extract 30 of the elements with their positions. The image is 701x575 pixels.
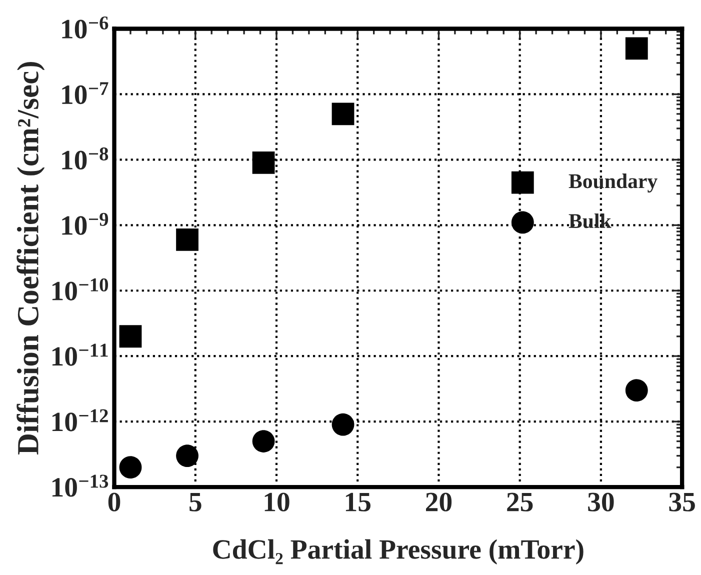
y-tick-label: 10$^{−11}$ bbox=[52, 344, 108, 366]
point bbox=[176, 444, 198, 467]
y-tick-label: 10$^{−12}$ bbox=[52, 409, 108, 432]
x-tick-label: 5 bbox=[190, 492, 202, 512]
x-tick-label: 25 bbox=[507, 492, 533, 512]
x-tick-label: 30 bbox=[588, 492, 614, 512]
point bbox=[176, 228, 198, 251]
y-tick-label: 10$^{−13}$ bbox=[52, 474, 108, 497]
y-tick-label: 10$^{−7}$ bbox=[62, 82, 108, 104]
y-tick-label: 10$^{−8}$ bbox=[62, 147, 108, 170]
point bbox=[332, 413, 354, 436]
y-tick-label: 10$^{−6}$ bbox=[62, 16, 108, 39]
x-axis-title: CdCl₂ Partial Pressure (mTorr) bbox=[213, 539, 584, 564]
x-tick-label: 15 bbox=[346, 492, 370, 512]
legend-label: Bulk bbox=[568, 213, 612, 228]
point bbox=[252, 151, 275, 174]
point bbox=[332, 102, 354, 126]
point bbox=[252, 430, 275, 452]
x-tick-label: 0 bbox=[108, 492, 120, 512]
x-tick-label: 20 bbox=[426, 492, 452, 512]
y-tick-label: 10$^{−10}$ bbox=[52, 278, 108, 300]
legend-label: Boundary bbox=[568, 174, 658, 193]
point bbox=[625, 37, 648, 60]
point bbox=[625, 379, 648, 402]
y-axis-title: Diffusion Coefficient (cm²/sec) bbox=[16, 62, 45, 455]
y-tick-label: 10$^{−9}$ bbox=[62, 212, 108, 235]
point bbox=[119, 456, 142, 479]
x-tick-label: 35 bbox=[669, 492, 695, 512]
x-tick-label: 10 bbox=[264, 492, 290, 512]
point bbox=[119, 325, 142, 348]
